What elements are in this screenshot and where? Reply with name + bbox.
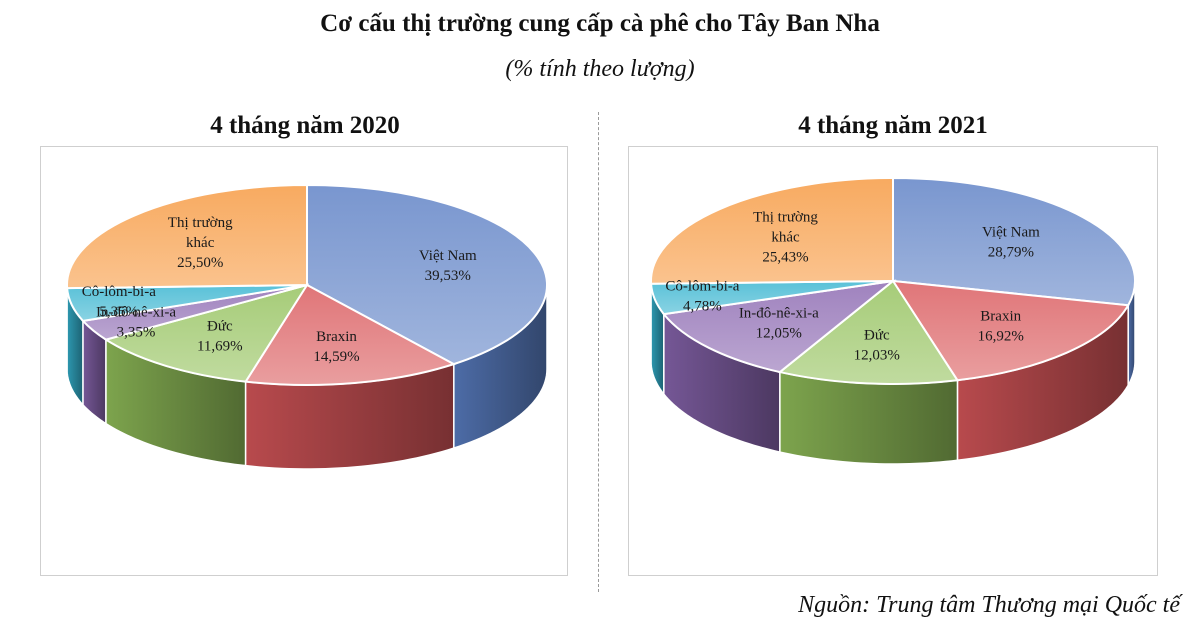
pie-slice-duc: [103, 283, 310, 383]
divider-line: [598, 112, 599, 592]
slice-label-viet-nam: Việt Nam 39,53%: [419, 248, 477, 284]
source-note: Nguồn: Trung tâm Thương mại Quốc tế: [798, 592, 1180, 618]
slice-label-thi-truong-khac: Thị trường khác 25,50%: [168, 215, 233, 271]
pie-chart-2021: Việt Nam 28,79% Braxin 16,92% Đức 12,03% In-đô…: [650, 176, 1136, 465]
slice-label-in-do-ne-xi-a: In-đô-nê-xi-a 12,05%: [739, 305, 819, 341]
page-subtitle: (% tính theo lượng): [505, 56, 695, 82]
pie-slice-viet-nam: [306, 183, 548, 366]
pie-slice-thi-truong-khac: [650, 176, 894, 285]
pie-slice-braxin: [891, 279, 1130, 382]
pie-side-duc: [779, 371, 959, 465]
chart-title-2020: 4 tháng năm 2020: [210, 112, 400, 139]
chart-panel-2020: Việt Nam 39,53% Braxin 14,59% Đức 11,69% In-đô…: [40, 146, 568, 576]
chart-title-2021: 4 tháng năm 2021: [798, 112, 988, 139]
page-title: Cơ cấu thị trường cung cấp cà phê cho Tâ…: [320, 10, 880, 37]
slice-label-thi-truong-khac: Thị trường khác 25,43%: [753, 210, 818, 266]
slice-label-duc: Đức 11,69%: [197, 318, 243, 354]
slice-label-co-lom-bi-a: Cô-lôm-bi-a 4,78%: [665, 279, 739, 315]
pie-slice-thi-truong-khac: [66, 183, 308, 290]
chart-panel-2021: Việt Nam 28,79% Braxin 16,92% Đức 12,03% In-đô…: [628, 146, 1158, 576]
slice-label-braxin: Braxin 14,59%: [313, 329, 359, 365]
slice-label-in-do-ne-xi-a: In-đô-nê-xi-a 3,35%: [96, 304, 176, 340]
pie-slice-braxin: [243, 283, 457, 387]
slice-label-braxin: Braxin 16,92%: [978, 308, 1024, 344]
slice-label-duc: Đức 12,03%: [854, 328, 900, 364]
pie-slice-in-do-ne-xi-a: [661, 279, 897, 374]
pie-chart-2020: Việt Nam 39,53% Braxin 14,59% Đức 11,69% In-đô…: [66, 183, 548, 470]
slice-label-co-lom-bi-a: Cô-lôm-bi-a 5,35%: [82, 284, 156, 320]
slice-label-viet-nam: Việt Nam 28,79%: [982, 225, 1040, 261]
pie-slice-duc: [777, 279, 960, 385]
pie-slice-viet-nam: [892, 176, 1136, 307]
